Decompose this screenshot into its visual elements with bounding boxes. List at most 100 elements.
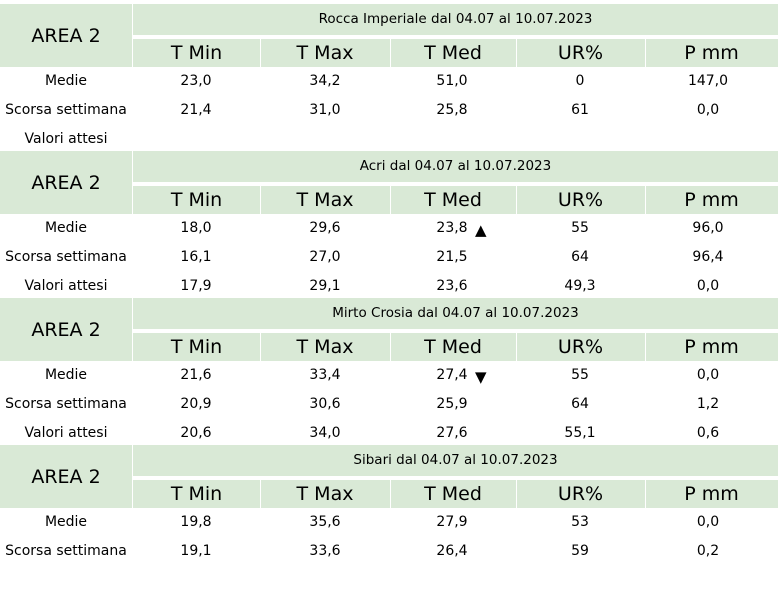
table-cell: 16,1	[180, 249, 212, 265]
table-cell: 29,6	[309, 220, 341, 236]
row-label: Valori attesi	[24, 425, 108, 441]
table-cell: 21,6	[180, 367, 212, 383]
column-header-band	[133, 480, 778, 508]
table-cell: 21,4	[180, 102, 212, 118]
column-header: P mm	[684, 42, 739, 64]
column-divider	[645, 333, 646, 361]
column-divider	[260, 333, 261, 361]
row-label: Scorsa settimana	[5, 102, 127, 118]
column-divider	[390, 39, 391, 67]
table-cell: 23,0	[180, 73, 212, 89]
area-label: AREA 2	[0, 151, 132, 214]
table-cell: 17,9	[180, 278, 212, 294]
column-divider	[645, 39, 646, 67]
column-divider	[390, 186, 391, 214]
column-header: P mm	[684, 189, 739, 211]
table-cell: 64	[571, 249, 589, 265]
table-row: Medie 23,0 34,2 51,0 0 147,0	[0, 68, 778, 97]
column-header: UR%	[557, 336, 604, 358]
table-cell: 49,3	[564, 278, 596, 294]
table-row: Medie 18,0 29,6 23,8 55 96,0 ▲	[0, 215, 778, 244]
table-cell: 96,4	[692, 249, 724, 265]
trend-up-icon: ▲	[475, 221, 487, 239]
column-header-band	[133, 39, 778, 67]
table-cell: 23,8	[436, 220, 468, 236]
row-label: Scorsa settimana	[5, 543, 127, 559]
table-cell: 19,1	[180, 543, 212, 559]
table-cell: 0,0	[696, 278, 720, 294]
column-divider	[516, 333, 517, 361]
column-header: T Med	[424, 189, 482, 211]
table-cell: 19,8	[180, 514, 212, 530]
trend-down-icon: ▼	[475, 368, 487, 386]
table-cell: 27,9	[436, 514, 468, 530]
column-divider	[516, 39, 517, 67]
weather-report: { "columns": ["T Min", "T Max", "T Med",…	[0, 4, 778, 559]
column-header: T Max	[296, 42, 354, 64]
header-divider	[133, 478, 778, 480]
station-title: Sibari dal 04.07 al 10.07.2023	[133, 445, 778, 476]
table-cell: 96,0	[692, 220, 724, 236]
station-table: AREA 2 Rocca Imperiale dal 04.07 al 10.07…	[0, 4, 778, 151]
header-divider	[133, 331, 778, 333]
column-header: T Med	[424, 336, 482, 358]
table-row: Medie 19,8 35,6 27,9 53 0,0	[0, 509, 778, 538]
column-divider	[260, 39, 261, 67]
column-header: T Min	[170, 189, 223, 211]
area-label: AREA 2	[0, 4, 132, 67]
table-cell: 34,0	[309, 425, 341, 441]
header-divider	[133, 37, 778, 39]
area-label: AREA 2	[0, 445, 132, 508]
station-table: AREA 2 Acri dal 04.07 al 10.07.2023 T Min T…	[0, 151, 778, 298]
column-header: UR%	[557, 42, 604, 64]
table-row: Medie 21,6 33,4 27,4 55 0,0 ▼	[0, 362, 778, 391]
table-cell: 30,6	[309, 396, 341, 412]
table-cell: 0,0	[696, 102, 720, 118]
column-header: T Max	[296, 483, 354, 505]
table-cell: 0,6	[696, 425, 720, 441]
column-divider	[260, 186, 261, 214]
table-cell: 35,6	[309, 514, 341, 530]
column-header: T Med	[424, 42, 482, 64]
column-header: T Med	[424, 483, 482, 505]
table-row: Scorsa settimana 16,1 27,0 21,5 64 96,4	[0, 244, 778, 273]
column-header: T Max	[296, 189, 354, 211]
column-divider	[390, 333, 391, 361]
column-header: P mm	[684, 336, 739, 358]
table-row: Valori attesi 17,9 29,1 23,6 49,3 0,0	[0, 273, 778, 302]
table-row: Scorsa settimana 19,1 33,6 26,4 59 0,2	[0, 538, 778, 567]
column-header-band	[133, 186, 778, 214]
station-table: AREA 2 Mirto Crosia dal 04.07 al 10.07.20…	[0, 298, 778, 445]
row-label: Medie	[44, 514, 88, 530]
column-divider	[645, 186, 646, 214]
column-divider	[516, 186, 517, 214]
table-cell: 55,1	[564, 425, 596, 441]
station-table: AREA 2 Sibari dal 04.07 al 10.07.2023 T Mi…	[0, 445, 778, 592]
area-divider	[132, 4, 133, 67]
table-cell: 33,6	[309, 543, 341, 559]
table-cell: 61	[571, 102, 589, 118]
row-label: Valori attesi	[24, 278, 108, 294]
table-cell: 18,0	[180, 220, 212, 236]
table-cell: 33,4	[309, 367, 341, 383]
table-cell: 27,6	[436, 425, 468, 441]
row-label: Medie	[44, 220, 88, 236]
row-label: Medie	[44, 367, 88, 383]
table-cell: 20,9	[180, 396, 212, 412]
row-label: Valori attesi	[24, 131, 108, 147]
table-cell: 0,2	[696, 543, 720, 559]
table-row: Scorsa settimana 21,4 31,0 25,8 61 0,0	[0, 97, 778, 126]
area-divider	[132, 298, 133, 361]
column-divider	[260, 480, 261, 508]
table-cell: 59	[571, 543, 589, 559]
column-header: T Min	[170, 336, 223, 358]
table-row: Valori attesi 20,6 34,0 27,6 55,1 0,6	[0, 420, 778, 449]
area-divider	[132, 445, 133, 508]
table-cell: 26,4	[436, 543, 468, 559]
column-header: UR%	[557, 483, 604, 505]
table-cell: 20,6	[180, 425, 212, 441]
table-cell: 25,8	[436, 102, 468, 118]
table-cell: 34,2	[309, 73, 341, 89]
table-cell: 0	[575, 73, 585, 89]
table-cell: 55	[571, 220, 589, 236]
